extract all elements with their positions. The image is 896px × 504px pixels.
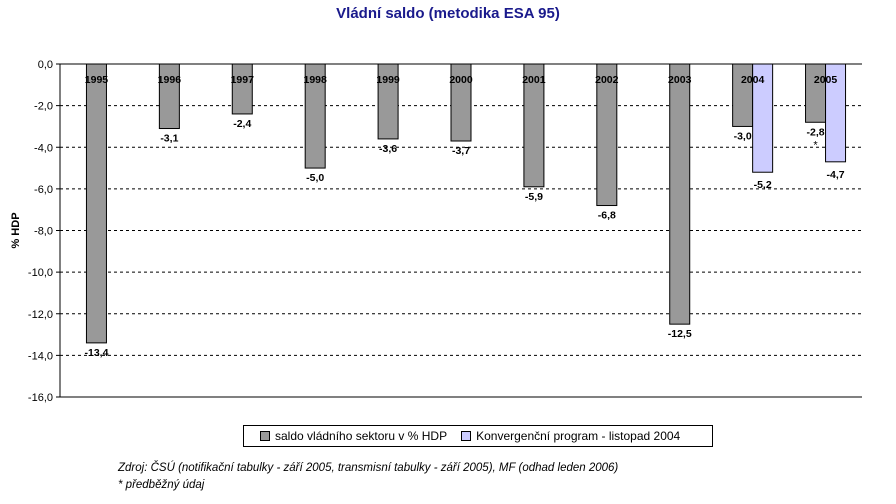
- data-label-series-2: -5,2: [754, 179, 772, 191]
- bar-series-1: [231, 63, 253, 115]
- legend-swatch-series-2: [461, 431, 472, 441]
- bar-series-1: [304, 63, 326, 169]
- bar-series-1: [85, 63, 107, 344]
- y-axis-label: % HDP: [10, 212, 22, 248]
- y-tick-label: -12,0: [28, 309, 53, 321]
- y-tick-label: -8,0: [34, 226, 53, 238]
- data-label-series-1: -13,4: [84, 347, 108, 359]
- legend-label-series-1: saldo vládního sektoru v % HDP: [275, 429, 448, 443]
- data-label-series-1: -3,0: [734, 130, 752, 142]
- data-label-series-1: -6,8: [598, 210, 616, 222]
- bar-series-1: [669, 63, 691, 325]
- x-tick-label: 1997: [231, 74, 255, 86]
- bar-series-2: [752, 63, 774, 173]
- y-tick-label: -6,0: [34, 184, 53, 196]
- x-tick-label: 2000: [449, 74, 473, 86]
- bar-series-1: [805, 63, 827, 123]
- x-tick-label: 2005: [814, 74, 838, 86]
- source-note: Zdroj: ČSÚ (notifikační tabulky - září 2…: [118, 460, 618, 494]
- data-label-series-1: -2,4: [233, 118, 251, 130]
- bar-series-1: [158, 63, 180, 130]
- legend: saldo vládního sektoru v % HDP Konvergen…: [243, 425, 713, 447]
- data-label-series-1: -3,6: [379, 143, 397, 155]
- bar-series-1: [377, 63, 399, 140]
- y-tick-label: -4,0: [34, 142, 53, 154]
- x-tick-label: 1996: [158, 74, 182, 86]
- x-tick-label: 2004: [741, 74, 765, 86]
- x-tick-label: 2001: [522, 74, 546, 86]
- legend-item-series-1: saldo vládního sektoru v % HDP: [260, 429, 447, 443]
- data-label-series-1: -12,5: [668, 328, 692, 340]
- bar-series-2: [825, 63, 847, 163]
- data-label-series-1: -5,0: [306, 172, 324, 184]
- y-tick-label: 0,0: [38, 59, 53, 71]
- data-label-series-1: -5,9: [525, 191, 543, 203]
- legend-item-series-2: Konvergenční program - listopad 2004: [461, 429, 680, 443]
- data-label-series-1: -3,7: [452, 145, 470, 157]
- y-tick-label: -14,0: [28, 350, 53, 362]
- bar-series-1: [450, 63, 472, 142]
- x-tick-label: 1995: [85, 74, 109, 86]
- data-label-series-1: -3,1: [160, 133, 178, 145]
- x-tick-label: 2003: [668, 74, 692, 86]
- source-line: Zdroj: ČSÚ (notifikační tabulky - září 2…: [118, 462, 619, 474]
- legend-swatch-series-1: [260, 431, 270, 441]
- x-tick-label: 2002: [595, 74, 619, 86]
- data-label-series-2: -4,7: [826, 169, 844, 181]
- data-label-series-1: -2,8: [806, 126, 824, 138]
- y-tick-label: -2,0: [34, 101, 53, 113]
- chart-title: Vládní saldo (metodika ESA 95): [336, 5, 560, 22]
- x-tick-label: 1999: [376, 74, 400, 86]
- y-tick-label: -16,0: [28, 392, 53, 404]
- footnote: * předběžný údaj: [118, 479, 205, 491]
- x-tick-label: 1998: [304, 74, 328, 86]
- bar-series-1: [523, 63, 545, 188]
- y-tick-label: -10,0: [28, 267, 53, 279]
- annotation-asterisk: *: [813, 139, 818, 151]
- legend-label-series-2: Konvergenční program - listopad 2004: [476, 429, 681, 443]
- bar-series-1: [596, 63, 618, 207]
